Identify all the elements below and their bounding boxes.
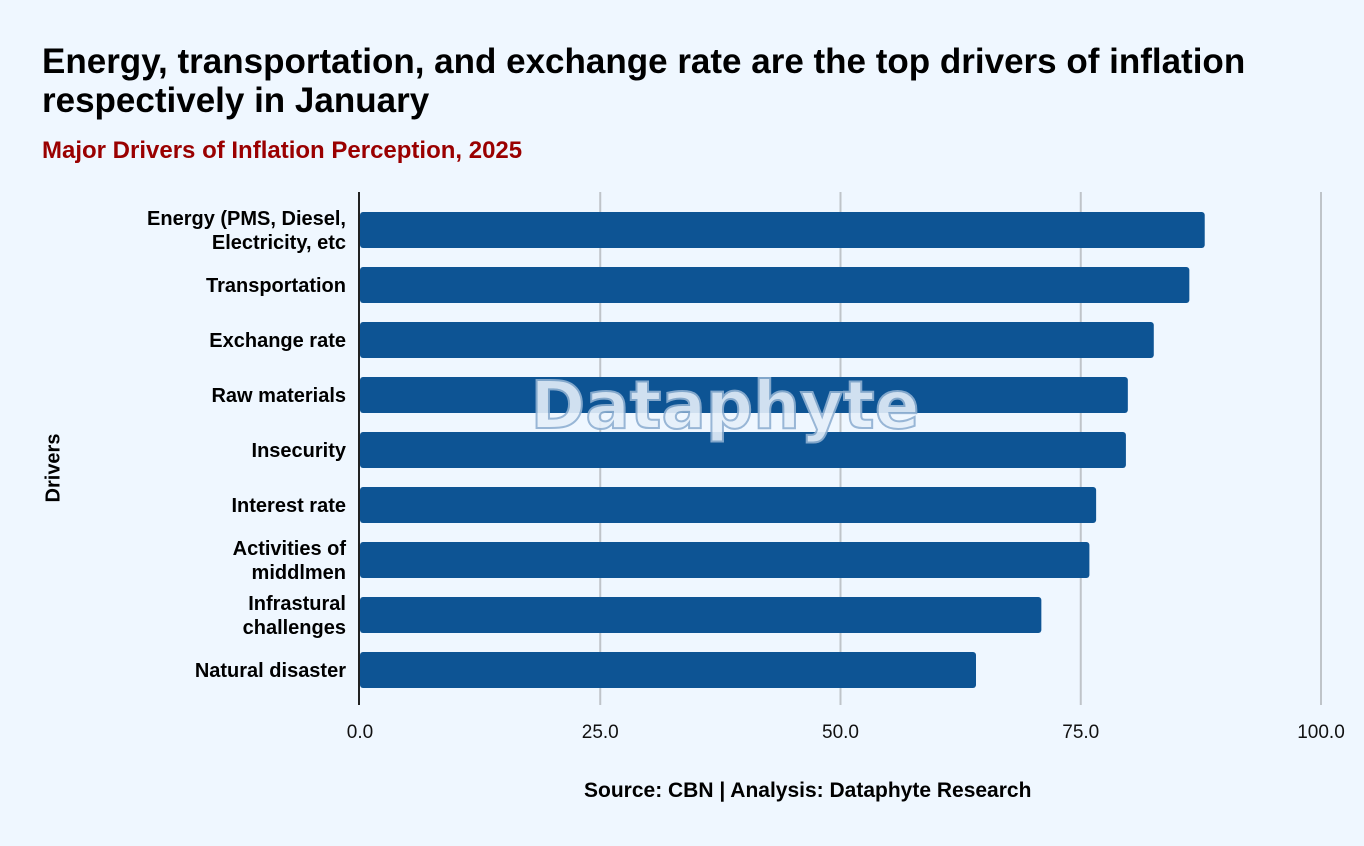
y-tick-label: Activities of middlmen: [233, 538, 347, 584]
bar: [360, 432, 1126, 468]
y-tick-label: Transportation: [206, 275, 346, 297]
watermark-logo: Dataphyte: [531, 367, 920, 444]
y-tick-label: Raw materials: [211, 385, 346, 407]
x-tick-label: 50.0: [822, 722, 859, 743]
y-tick-label: Natural disaster: [195, 660, 346, 682]
y-tick-label: Infrastural challenges: [243, 593, 346, 639]
bar: [360, 597, 1042, 633]
chart-subtitle: Major Drivers of Inflation Perception, 2…: [42, 137, 523, 164]
bar: [360, 652, 977, 688]
x-tick-label: 0.0: [347, 722, 373, 743]
bar: [360, 212, 1205, 248]
bar: [360, 542, 1090, 578]
x-tick-label: 25.0: [582, 722, 619, 743]
y-tick-label: Energy (PMS, Diesel, Electricity, etc: [147, 208, 346, 254]
x-tick-label: 75.0: [1062, 722, 1099, 743]
chart-title: Energy, transportation, and exchange rat…: [42, 42, 1246, 120]
x-tick-label: 100.0: [1297, 722, 1345, 743]
bar: [360, 487, 1097, 523]
y-tick-label: Insecurity: [252, 440, 347, 462]
y-tick-label: Interest rate: [232, 495, 347, 517]
source-note: Source: CBN | Analysis: Dataphyte Resear…: [584, 779, 1032, 802]
y-axis-label: Drivers: [42, 433, 65, 503]
bar: [360, 322, 1154, 358]
bar: [360, 377, 1128, 413]
bar: [360, 267, 1190, 303]
y-tick-label: Exchange rate: [209, 330, 346, 352]
